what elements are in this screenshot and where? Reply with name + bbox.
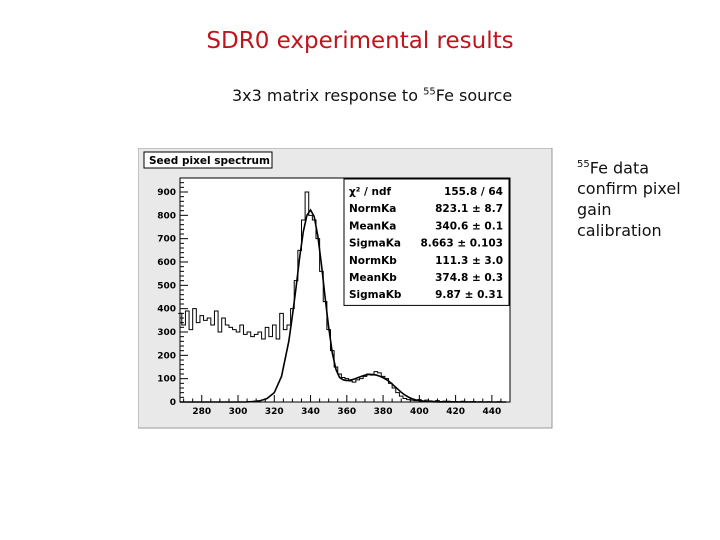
histogram-series bbox=[178, 191, 509, 403]
slide-subtitle: 3x3 matrix response to 55Fe source bbox=[232, 86, 512, 105]
x-tick-label: 360 bbox=[337, 407, 356, 417]
chart-title-box bbox=[143, 151, 273, 169]
stats-value: 823.1 ± 8.7 bbox=[435, 203, 503, 215]
note-line-2: confirm pixel bbox=[577, 179, 681, 199]
x-tick-label: 300 bbox=[229, 407, 248, 417]
x-tick-label: 440 bbox=[482, 407, 501, 417]
x-tick-label: 340 bbox=[301, 407, 320, 417]
x-tick-label: 400 bbox=[410, 407, 429, 417]
stats-box: χ² / ndf 155.8 / 64 NormKa 823.1 ± 8.7 MeanK… bbox=[343, 178, 510, 306]
note-superscript: 55 bbox=[577, 159, 590, 170]
stats-value: 374.8 ± 0.3 bbox=[435, 272, 503, 284]
stats-label: SigmaKa bbox=[349, 238, 401, 250]
x-tick-label: 320 bbox=[265, 407, 284, 417]
stats-box-frame bbox=[343, 178, 510, 306]
note-line-4: calibration bbox=[577, 221, 662, 241]
stats-value: 155.8 / 64 bbox=[444, 186, 503, 198]
stats-label: NormKb bbox=[349, 255, 397, 267]
x-tick-label: 280 bbox=[192, 407, 211, 417]
stats-label: MeanKa bbox=[349, 220, 396, 232]
subtitle-text: 3x3 matrix response to bbox=[232, 86, 424, 105]
stats-label: NormKa bbox=[349, 203, 396, 215]
note-line-1: Fe data bbox=[589, 158, 650, 178]
side-note: 55Fe data confirm pixel gain calibration bbox=[577, 154, 717, 241]
spectrum-chart: Seed pixel spectrum 280 300 320 340 360 380 40… bbox=[138, 148, 553, 429]
axes: 280 300 320 340 360 380 400 420 440 0 100 200 300 400… bbox=[157, 177, 511, 417]
subtitle-end: Fe source bbox=[435, 86, 513, 105]
x-tick-label: 420 bbox=[446, 407, 465, 417]
stats-label: MeanKb bbox=[349, 272, 397, 284]
y-tick-label: 0 bbox=[170, 398, 176, 408]
y-tick-label: 300 bbox=[157, 328, 176, 338]
note-line-3: gain bbox=[577, 200, 612, 220]
stats-value: 111.3 ± 3.0 bbox=[435, 255, 503, 267]
subtitle-superscript: 55 bbox=[423, 86, 436, 98]
series-group bbox=[178, 191, 509, 403]
stats-label: χ² / ndf bbox=[349, 186, 392, 198]
y-tick-label: 500 bbox=[157, 281, 176, 291]
x-tick-label: 380 bbox=[374, 407, 393, 417]
y-tick-label: 100 bbox=[157, 375, 176, 385]
stats-value: 340.6 ± 0.1 bbox=[435, 220, 503, 232]
slide-title: SDR0 experimental results bbox=[206, 28, 514, 54]
y-tick-label: 700 bbox=[157, 235, 176, 245]
stats-value: 9.87 ± 0.31 bbox=[435, 289, 503, 301]
stats-value: 8.663 ± 0.103 bbox=[420, 238, 503, 250]
y-tick-label: 600 bbox=[157, 258, 176, 268]
chart-title: Seed pixel spectrum bbox=[149, 155, 270, 167]
y-tick-label: 400 bbox=[157, 305, 176, 315]
stats-label: SigmaKb bbox=[349, 289, 402, 301]
fit-curve-series bbox=[180, 208, 507, 403]
y-tick-label: 200 bbox=[157, 351, 176, 361]
y-tick-label: 900 bbox=[157, 188, 176, 198]
y-tick-label: 800 bbox=[157, 211, 176, 221]
